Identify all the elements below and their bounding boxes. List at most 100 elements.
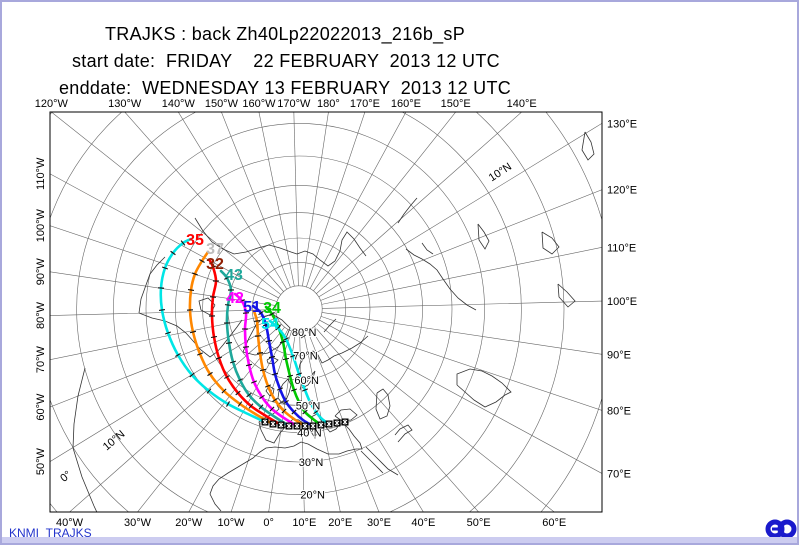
coastline <box>300 334 307 339</box>
longitude-label: 130°W <box>108 98 142 110</box>
longitude-label: 20°E <box>328 517 352 529</box>
longitude-label: 80°E <box>607 405 631 417</box>
time-tick <box>283 337 289 341</box>
longitude-label: 160°W <box>242 98 276 110</box>
time-tick <box>224 276 230 280</box>
grid-meridian <box>221 112 291 288</box>
longitude-label: 110°E <box>607 242 636 254</box>
trajectory-number-label: 37 <box>206 241 224 258</box>
coastline <box>456 368 512 408</box>
trajectory-number-label: 43 <box>225 267 243 284</box>
grid-parallel <box>251 261 347 357</box>
trajectory-number-label: 42 <box>226 290 244 307</box>
latitude-label-rotated: 10°N <box>487 161 514 184</box>
coastline <box>301 370 316 389</box>
coastline <box>541 231 560 255</box>
time-tick <box>269 311 275 317</box>
time-tick <box>237 378 243 382</box>
time-tick <box>209 265 217 269</box>
coastline <box>365 446 399 476</box>
latitude-label: 50°N <box>296 400 321 412</box>
grid-meridian <box>303 331 341 512</box>
time-tick <box>253 319 261 323</box>
time-tick <box>189 330 197 334</box>
grid-meridian <box>268 331 296 512</box>
start-marker <box>317 421 325 429</box>
grid-meridian <box>50 271 277 306</box>
longitude-label: 120°W <box>35 98 69 110</box>
longitude-label: 150°W <box>205 98 239 110</box>
grid-parallel <box>175 185 423 433</box>
longitude-label: 60°W <box>35 393 47 421</box>
time-tick <box>289 354 297 358</box>
grid-meridian <box>188 329 289 512</box>
latitude-label: 60°N <box>294 375 319 387</box>
time-tick <box>248 403 254 409</box>
time-tick <box>302 388 308 392</box>
time-tick <box>175 353 181 357</box>
grid-meridian <box>124 112 284 292</box>
coastline <box>581 131 595 161</box>
start-marker <box>309 422 317 430</box>
longitude-label: 100°E <box>607 296 637 308</box>
time-tick <box>209 296 217 298</box>
coastline <box>72 367 98 512</box>
time-tick <box>296 400 302 404</box>
grid-parallel <box>113 123 485 495</box>
grid-meridian <box>309 112 407 289</box>
coastline <box>421 242 434 255</box>
latitude-label: 20°N <box>300 489 325 501</box>
grid-meridian <box>50 112 282 295</box>
time-tick <box>191 272 199 276</box>
coastline <box>242 313 291 356</box>
bottom-accent-strip <box>2 537 797 543</box>
grid-meridian <box>321 312 602 355</box>
grid-meridian <box>299 332 305 512</box>
start-marker <box>325 420 333 428</box>
time-tick <box>258 310 264 316</box>
start-marker <box>261 418 269 426</box>
latitude-label: 80°N <box>292 327 317 339</box>
grid-meridian <box>316 323 555 512</box>
time-tick <box>239 299 245 303</box>
grid-meridian <box>50 173 279 299</box>
trajectory-number-label: 51 <box>243 299 261 316</box>
longitude-label: 120°E <box>607 185 637 197</box>
grid-meridian <box>50 309 276 316</box>
time-tick <box>290 388 298 392</box>
longitude-label: 140°E <box>507 98 537 110</box>
time-tick <box>275 325 281 331</box>
longitude-label: 30°E <box>367 517 391 529</box>
knmi-credit: KNMI_TRAJKS <box>9 526 92 540</box>
time-tick <box>313 409 319 415</box>
start-marker <box>285 422 293 430</box>
time-tick <box>281 408 287 414</box>
time-tick <box>242 312 250 314</box>
time-tick <box>170 250 176 256</box>
coastline <box>477 223 490 250</box>
time-tick <box>237 401 243 407</box>
grid-meridian <box>306 112 366 288</box>
start-marker <box>269 420 277 428</box>
traj-37 <box>188 250 275 426</box>
time-tick <box>268 355 276 359</box>
grid-meridian <box>307 330 380 512</box>
longitude-label: 140°W <box>162 98 196 110</box>
start-marker <box>301 422 309 430</box>
longitude-label: 170°W <box>277 98 311 110</box>
grid-meridian <box>319 319 602 474</box>
grid-meridian <box>50 313 277 360</box>
longitude-label: 110°W <box>35 157 47 190</box>
time-tick <box>229 360 237 364</box>
coastline <box>209 460 249 512</box>
time-tick <box>245 363 253 367</box>
longitude-label: 180° <box>317 98 340 110</box>
end-date-line: enddate: WEDNESDAY 13 FEBRUARY 2013 12 U… <box>59 78 512 98</box>
time-tick <box>164 331 172 335</box>
time-tick <box>242 346 250 348</box>
time-tick <box>291 409 297 415</box>
grid-meridian <box>322 300 602 309</box>
grid-meridian <box>69 324 282 512</box>
